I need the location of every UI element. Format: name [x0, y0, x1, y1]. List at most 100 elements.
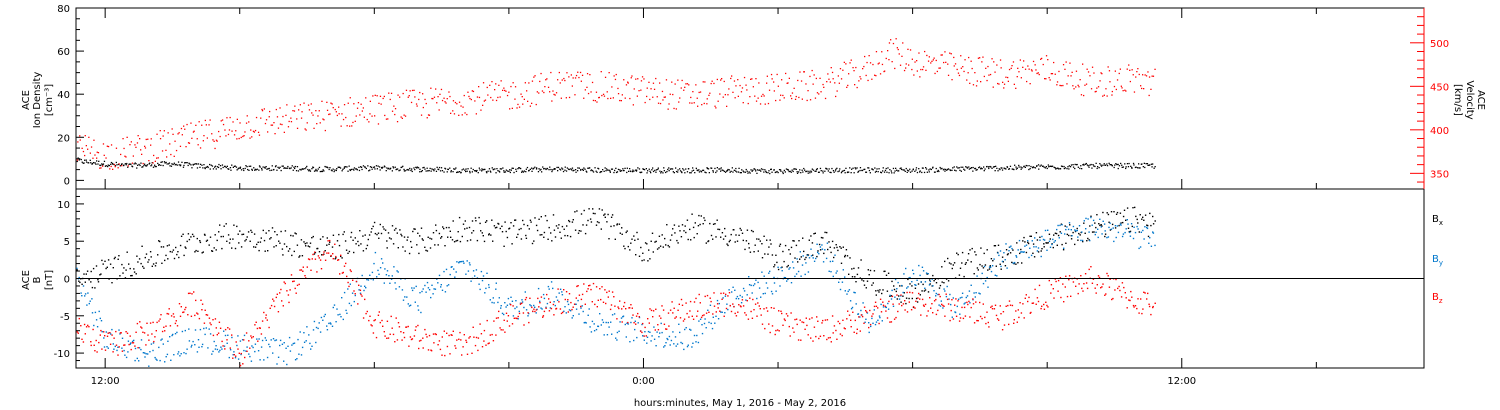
by-point — [112, 343, 114, 345]
by-point — [887, 302, 889, 305]
bz-point — [389, 333, 391, 335]
bz-point — [738, 304, 740, 306]
bz-point — [179, 315, 182, 317]
bz-point — [142, 331, 144, 333]
bz-point — [1154, 302, 1156, 304]
density-point — [596, 171, 598, 173]
density-point — [399, 169, 401, 171]
by-point — [372, 279, 374, 281]
density-point — [622, 169, 624, 172]
by-point — [482, 275, 485, 277]
bz-point — [160, 314, 162, 316]
velocity-point — [387, 118, 389, 120]
density-point — [707, 168, 710, 170]
density-point — [1109, 164, 1111, 166]
by-point — [159, 359, 161, 362]
density-point — [199, 163, 202, 165]
bz-point — [332, 258, 334, 260]
bz-point — [988, 326, 990, 328]
velocity-point — [323, 119, 325, 121]
velocity-point — [931, 60, 933, 62]
bz-point — [500, 329, 502, 331]
by-point — [817, 251, 819, 254]
bx-point — [961, 251, 964, 254]
velocity-point — [178, 132, 180, 134]
bx-point — [450, 236, 452, 238]
by-point — [743, 290, 746, 292]
bz-point — [269, 307, 271, 309]
bx-point — [585, 224, 588, 226]
density-point — [633, 170, 635, 172]
bx-point — [720, 236, 722, 238]
velocity-point — [1120, 85, 1122, 87]
by-point — [802, 255, 804, 257]
density-point — [536, 167, 538, 169]
bz-point — [917, 297, 919, 299]
bz-point — [813, 326, 816, 328]
by-point — [754, 283, 756, 285]
by-point — [638, 316, 641, 319]
by-point — [1061, 224, 1063, 226]
by-point — [860, 309, 862, 312]
bz-point — [863, 306, 866, 308]
bz-point — [955, 298, 957, 300]
velocity-point — [282, 115, 284, 118]
density-point — [706, 167, 709, 170]
by-point — [393, 266, 395, 268]
by-point — [184, 329, 186, 332]
density-point — [149, 162, 151, 164]
density-point — [951, 169, 953, 171]
by-point — [527, 315, 529, 317]
density-point — [966, 167, 968, 169]
bz-point — [235, 355, 237, 357]
density-point — [657, 168, 659, 171]
velocity-point — [619, 99, 621, 102]
bx-point — [1083, 222, 1085, 224]
bx-point — [188, 238, 191, 241]
bz-point — [286, 290, 288, 292]
density-point — [390, 167, 392, 169]
bz-point — [255, 321, 257, 323]
by-point — [983, 265, 986, 268]
bx-point — [159, 240, 161, 243]
bx-point — [382, 226, 384, 228]
velocity-point — [614, 78, 617, 81]
density-point — [722, 169, 724, 172]
density-point — [586, 171, 588, 173]
bx-point — [268, 230, 270, 232]
by-point — [511, 300, 514, 302]
by-point — [1103, 223, 1106, 225]
velocity-point — [1005, 76, 1007, 78]
bz-point — [688, 316, 690, 318]
density-point — [892, 167, 895, 170]
velocity-point — [110, 144, 113, 146]
bx-point — [1059, 231, 1061, 233]
bx-point — [1096, 214, 1098, 216]
velocity-point — [449, 95, 451, 98]
bz-point — [201, 303, 204, 305]
bz-point — [529, 297, 531, 299]
bx-point — [407, 236, 409, 238]
velocity-point — [896, 47, 898, 49]
velocity-point — [623, 79, 625, 81]
velocity-point — [879, 73, 882, 75]
velocity-point — [148, 160, 150, 162]
by-point — [121, 337, 124, 339]
bz-point — [998, 319, 1000, 321]
density-point — [309, 169, 311, 171]
bz-point — [560, 312, 563, 315]
bz-point — [444, 354, 446, 357]
velocity-point — [888, 42, 891, 44]
velocity-point — [1152, 75, 1155, 77]
bx-point — [594, 212, 596, 215]
velocity-point — [428, 114, 431, 116]
bz-point — [966, 301, 968, 304]
density-point — [1142, 166, 1144, 168]
bx-point — [896, 298, 898, 300]
bz-point — [469, 336, 471, 338]
density-point — [216, 166, 219, 168]
velocity-point — [303, 102, 305, 104]
by-point — [78, 276, 80, 279]
bx-point — [538, 218, 540, 220]
bx-point — [413, 228, 415, 230]
